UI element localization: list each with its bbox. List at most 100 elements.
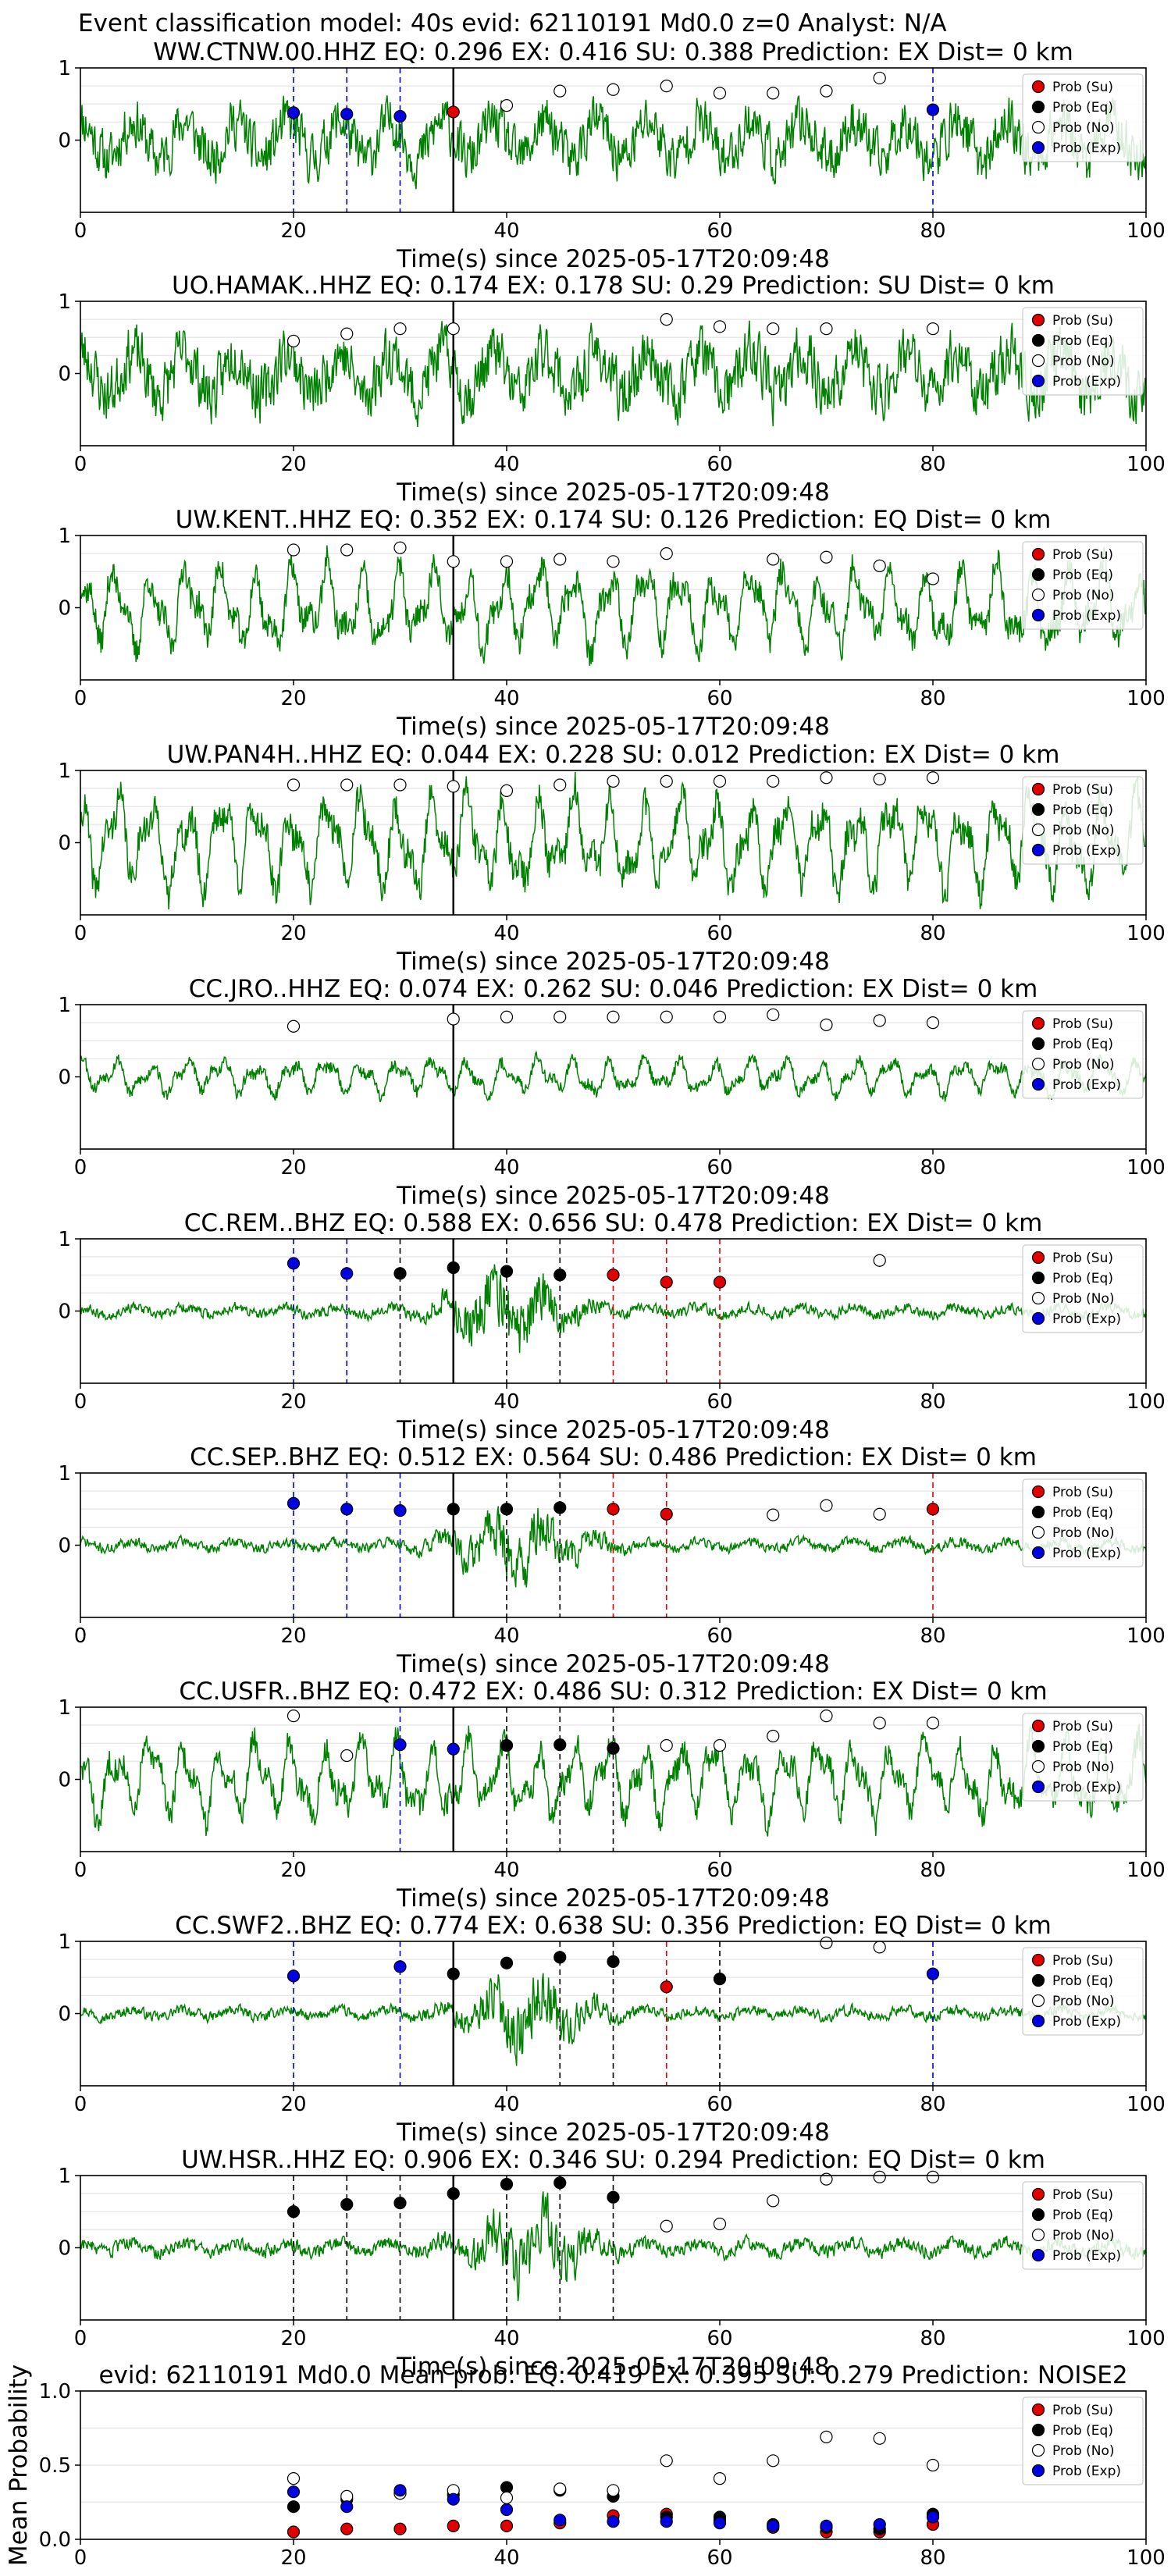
- prob-marker-no: [340, 1749, 354, 1763]
- prob-marker-no: [820, 84, 833, 98]
- panel-9: CC.SWF2..BHZ EQ: 0.774 EX: 0.638 SU: 0.3…: [58, 1912, 1165, 2147]
- prob-marker-no: [607, 774, 620, 788]
- legend-marker-eq: [1031, 1973, 1045, 1987]
- legend-box: [1022, 2181, 1144, 2270]
- legend-marker-eq: [1031, 1505, 1045, 1519]
- mean-prob-marker-eq: [287, 2500, 301, 2514]
- y-tick-label: 1: [58, 1696, 71, 1720]
- prob-marker-no: [713, 774, 727, 788]
- prob-marker-eq: [447, 1503, 460, 1516]
- legend-marker-su: [1031, 80, 1045, 94]
- x-tick-label: 100: [1127, 2546, 1166, 2570]
- x-tick-label: 100: [1127, 1156, 1166, 1179]
- prob-marker-exp: [287, 106, 301, 119]
- x-tick-label: 40: [493, 1156, 519, 1179]
- legend-marker-eq: [1031, 2208, 1045, 2222]
- legend-label: Prob (Su): [1052, 1485, 1113, 1500]
- x-tick-label: 80: [920, 219, 945, 243]
- prob-marker-su: [660, 1276, 673, 1289]
- y-tick-label: 0: [58, 1300, 71, 1324]
- mean-prob-marker-exp: [553, 2514, 567, 2527]
- prob-marker-eq: [553, 1738, 567, 1752]
- panel-title: evid: 62110191 Md0.0 Mean prob: EQ: 0.41…: [98, 2361, 1127, 2389]
- x-tick-label: 20: [280, 453, 306, 476]
- panel-2: UO.HAMAK..HHZ EQ: 0.174 EX: 0.178 SU: 0.…: [58, 272, 1165, 507]
- x-tick-label: 60: [707, 453, 732, 476]
- waveform-trace: [80, 94, 1147, 190]
- legend-label: Prob (Su): [1052, 782, 1113, 798]
- legend-label: Prob (No): [1052, 1759, 1115, 1775]
- mean-prob-marker-exp: [447, 2492, 460, 2506]
- mean-prob-marker-no: [873, 2432, 886, 2445]
- x-tick-label: 40: [493, 687, 519, 710]
- panel-title: UO.HAMAK..HHZ EQ: 0.174 EX: 0.178 SU: 0.…: [172, 272, 1055, 300]
- prob-marker-no: [660, 1738, 673, 1752]
- prob-marker-no: [340, 778, 354, 792]
- prob-marker-exp: [926, 103, 940, 116]
- x-tick-label: 80: [920, 1859, 945, 1882]
- x-tick-label: 20: [280, 687, 306, 710]
- legend-label: Prob (No): [1052, 354, 1115, 369]
- y-tick-label: 0.0: [39, 2528, 71, 2552]
- x-axis-label: Time(s) since 2025-05-17T20:09:48: [396, 2119, 830, 2147]
- legend-label: Prob (Exp): [1052, 2464, 1121, 2479]
- y-tick-label: 0: [58, 597, 71, 621]
- x-tick-label: 100: [1127, 1859, 1166, 1882]
- y-tick-label: 0: [58, 2237, 71, 2261]
- panel-8: CC.USFR..BHZ EQ: 0.472 EX: 0.486 SU: 0.3…: [58, 1678, 1165, 1912]
- x-tick-label: 60: [707, 2546, 732, 2570]
- prob-marker-no: [447, 1012, 460, 1026]
- legend-label: Prob (Eq): [1052, 1505, 1113, 1521]
- y-tick-label: 1: [58, 1462, 71, 1485]
- x-axis-label: Time(s) since 2025-05-17T20:09:48: [396, 245, 830, 273]
- x-tick-label: 60: [707, 2327, 732, 2350]
- waveform-trace: [80, 771, 1147, 910]
- prob-marker-su: [607, 1503, 620, 1516]
- prob-marker-no: [873, 2170, 886, 2183]
- panel-5: CC.JRO..HHZ EQ: 0.074 EX: 0.262 SU: 0.04…: [58, 975, 1165, 1210]
- prob-marker-exp: [340, 1267, 354, 1280]
- legend-label: Prob (No): [1052, 1525, 1115, 1541]
- legend-label: Prob (Su): [1052, 2187, 1113, 2203]
- x-axis-label: Time(s) since 2025-05-17T20:09:48: [396, 2353, 830, 2381]
- legend: Prob (Su) Prob (Eq) Prob (No) Prob (Exp): [1022, 1244, 1144, 1333]
- x-tick-label: 40: [493, 453, 519, 476]
- y-tick-label: 0: [58, 1066, 71, 1090]
- prob-marker-no: [553, 1010, 567, 1023]
- prob-marker-eq: [500, 1738, 514, 1752]
- prob-marker-no: [607, 1010, 620, 1023]
- panel-title: WW.CTNW.00.HHZ EQ: 0.296 EX: 0.416 SU: 0…: [153, 38, 1073, 66]
- prob-marker-no: [447, 780, 460, 793]
- legend-box: [1022, 307, 1144, 396]
- mean-prob-marker-no: [926, 2458, 940, 2472]
- legend-label: Prob (No): [1052, 2228, 1115, 2243]
- legend-label: Prob (Eq): [1052, 2208, 1113, 2223]
- mean-prob-marker-exp: [607, 2515, 620, 2528]
- prob-marker-no: [820, 550, 833, 564]
- prob-marker-no: [660, 2219, 673, 2233]
- prob-marker-no: [820, 1936, 833, 1949]
- panel-title: CC.SEP..BHZ EQ: 0.512 EX: 0.564 SU: 0.48…: [190, 1443, 1037, 1471]
- panel-11: evid: 62110191 Md0.0 Mean prob: EQ: 0.41…: [5, 2361, 1166, 2570]
- legend-marker-su: [1031, 782, 1045, 796]
- legend-marker-su: [1031, 2403, 1045, 2417]
- panel-title: CC.REM..BHZ EQ: 0.588 EX: 0.656 SU: 0.47…: [184, 1209, 1043, 1237]
- legend-box: [1022, 1713, 1144, 1802]
- x-tick-label: 60: [707, 1390, 732, 1414]
- panel-4: UW.PAN4H..HHZ EQ: 0.044 EX: 0.228 SU: 0.…: [58, 741, 1165, 976]
- panel-title: UW.PAN4H..HHZ EQ: 0.044 EX: 0.228 SU: 0.…: [167, 741, 1060, 769]
- prob-marker-no: [926, 572, 940, 585]
- mean-prob-marker-no: [820, 2430, 833, 2443]
- legend: Prob (Su) Prob (Eq) Prob (No) Prob (Exp): [1022, 1713, 1144, 1802]
- mean-prob-marker-exp: [713, 2517, 727, 2530]
- legend-label: Prob (Eq): [1052, 1037, 1113, 1052]
- legend-label: Prob (No): [1052, 120, 1115, 136]
- panel-title: UW.KENT..HHZ EQ: 0.352 EX: 0.174 SU: 0.1…: [176, 506, 1052, 534]
- prob-marker-no: [767, 87, 780, 100]
- prob-marker-exp: [447, 1742, 460, 1756]
- legend-marker-su: [1031, 1251, 1045, 1265]
- x-tick-label: 20: [280, 922, 306, 945]
- legend: Prob (Su) Prob (Eq) Prob (No) Prob (Exp): [1022, 1010, 1144, 1099]
- prob-marker-eq: [500, 2178, 514, 2191]
- x-tick-label: 0: [74, 1156, 87, 1179]
